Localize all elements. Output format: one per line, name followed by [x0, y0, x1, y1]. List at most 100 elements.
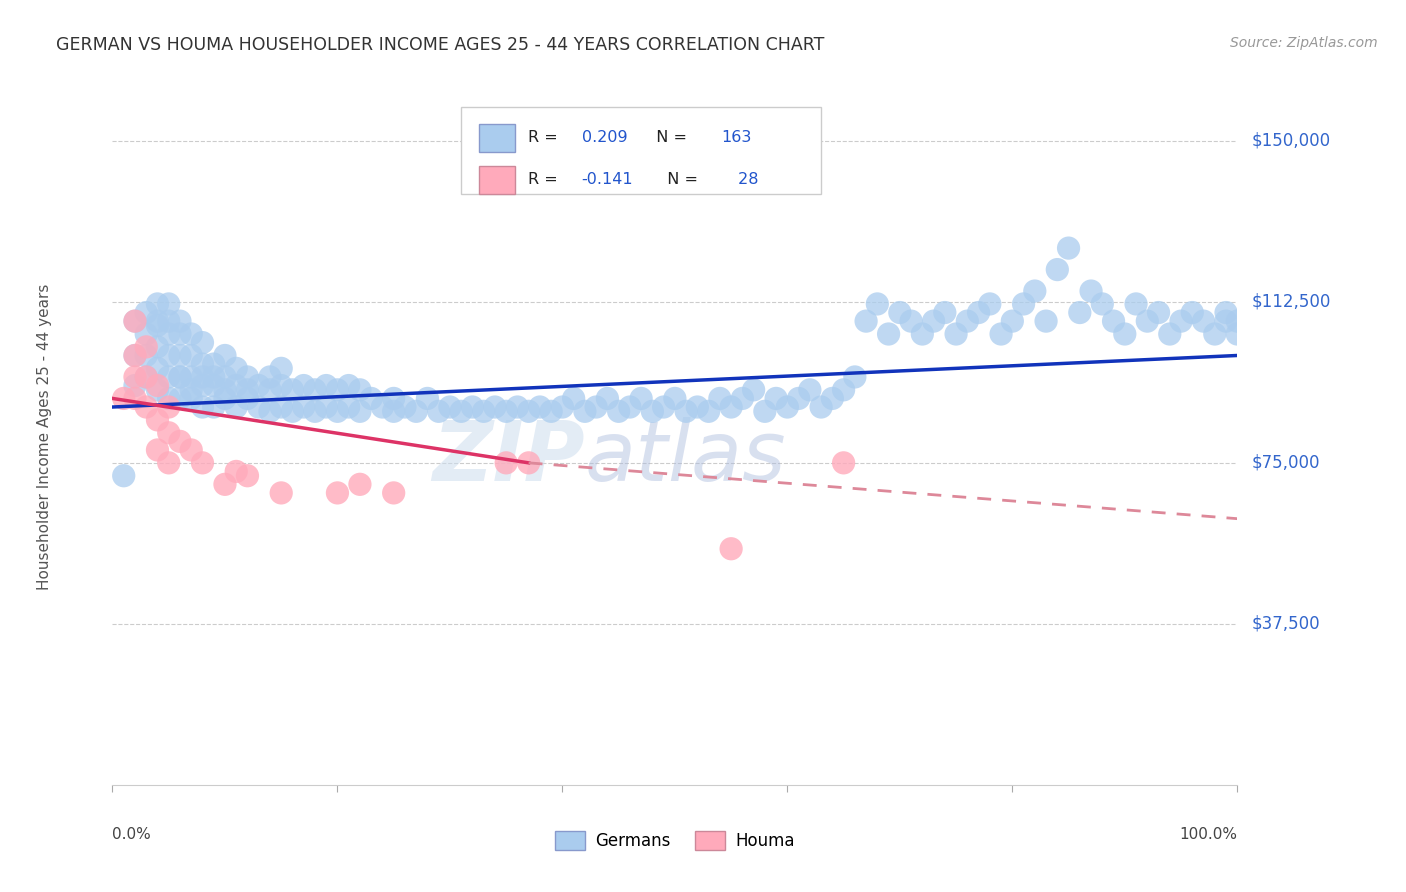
Point: [112, 392, 135, 406]
Point: [832, 456, 855, 470]
Point: [124, 370, 146, 384]
Point: [1102, 314, 1125, 328]
FancyBboxPatch shape: [479, 124, 515, 152]
Point: [979, 297, 1001, 311]
Point: [236, 383, 259, 397]
Point: [720, 400, 742, 414]
Point: [124, 378, 146, 392]
Point: [922, 314, 945, 328]
Point: [394, 400, 416, 414]
Point: [124, 314, 146, 328]
Point: [270, 378, 292, 392]
Point: [709, 392, 731, 406]
Legend: Germans, Houma: Germans, Houma: [548, 824, 801, 856]
Point: [191, 357, 214, 371]
Point: [1192, 314, 1215, 328]
Point: [326, 486, 349, 500]
Point: [889, 305, 911, 319]
Point: [382, 392, 405, 406]
Point: [202, 357, 225, 371]
Point: [1204, 326, 1226, 341]
Point: [247, 378, 270, 392]
Point: [776, 400, 799, 414]
Point: [169, 392, 191, 406]
Point: [191, 335, 214, 350]
Point: [292, 378, 315, 392]
Point: [225, 400, 247, 414]
Point: [146, 378, 169, 392]
Point: [270, 361, 292, 376]
Point: [157, 370, 180, 384]
Point: [135, 340, 157, 354]
Point: [956, 314, 979, 328]
Point: [574, 404, 596, 418]
Point: [990, 326, 1012, 341]
Point: [169, 314, 191, 328]
Point: [911, 326, 934, 341]
Point: [652, 400, 675, 414]
Point: [619, 400, 641, 414]
Point: [382, 486, 405, 500]
Point: [731, 392, 754, 406]
Point: [157, 326, 180, 341]
Point: [214, 392, 236, 406]
Point: [1035, 314, 1057, 328]
Point: [484, 400, 506, 414]
Point: [135, 349, 157, 363]
Point: [191, 400, 214, 414]
Point: [180, 349, 202, 363]
Point: [1069, 305, 1091, 319]
Point: [506, 400, 529, 414]
Point: [247, 400, 270, 414]
Point: [225, 465, 247, 479]
Point: [124, 349, 146, 363]
Point: [135, 305, 157, 319]
Point: [360, 392, 382, 406]
Text: -0.141: -0.141: [582, 172, 633, 187]
Point: [214, 349, 236, 363]
Point: [225, 361, 247, 376]
Point: [697, 404, 720, 418]
Point: [439, 400, 461, 414]
Text: $37,500: $37,500: [1251, 615, 1320, 633]
Text: GERMAN VS HOUMA HOUSEHOLDER INCOME AGES 25 - 44 YEARS CORRELATION CHART: GERMAN VS HOUMA HOUSEHOLDER INCOME AGES …: [56, 36, 824, 54]
Point: [146, 340, 169, 354]
Point: [1001, 314, 1024, 328]
Point: [281, 383, 304, 397]
Point: [191, 378, 214, 392]
Point: [1046, 262, 1069, 277]
Point: [326, 383, 349, 397]
Text: ZIP: ZIP: [432, 417, 585, 499]
Point: [326, 404, 349, 418]
Point: [472, 404, 495, 418]
Point: [1170, 314, 1192, 328]
Point: [382, 404, 405, 418]
Point: [799, 383, 821, 397]
Point: [967, 305, 990, 319]
Point: [124, 349, 146, 363]
Point: [236, 468, 259, 483]
Point: [1080, 284, 1102, 298]
Point: [405, 404, 427, 418]
Point: [315, 378, 337, 392]
Point: [641, 404, 664, 418]
Point: [1024, 284, 1046, 298]
Point: [146, 413, 169, 427]
Point: [495, 404, 517, 418]
Point: [416, 392, 439, 406]
Point: [945, 326, 967, 341]
Point: [146, 318, 169, 333]
Point: [517, 456, 540, 470]
Point: [349, 383, 371, 397]
Point: [315, 400, 337, 414]
Point: [146, 442, 169, 457]
Point: [551, 400, 574, 414]
Point: [146, 361, 169, 376]
Point: [112, 468, 135, 483]
Text: 28: 28: [734, 172, 759, 187]
Point: [304, 383, 326, 397]
Point: [169, 370, 191, 384]
Text: 163: 163: [721, 130, 751, 145]
Point: [146, 383, 169, 397]
Point: [585, 400, 607, 414]
